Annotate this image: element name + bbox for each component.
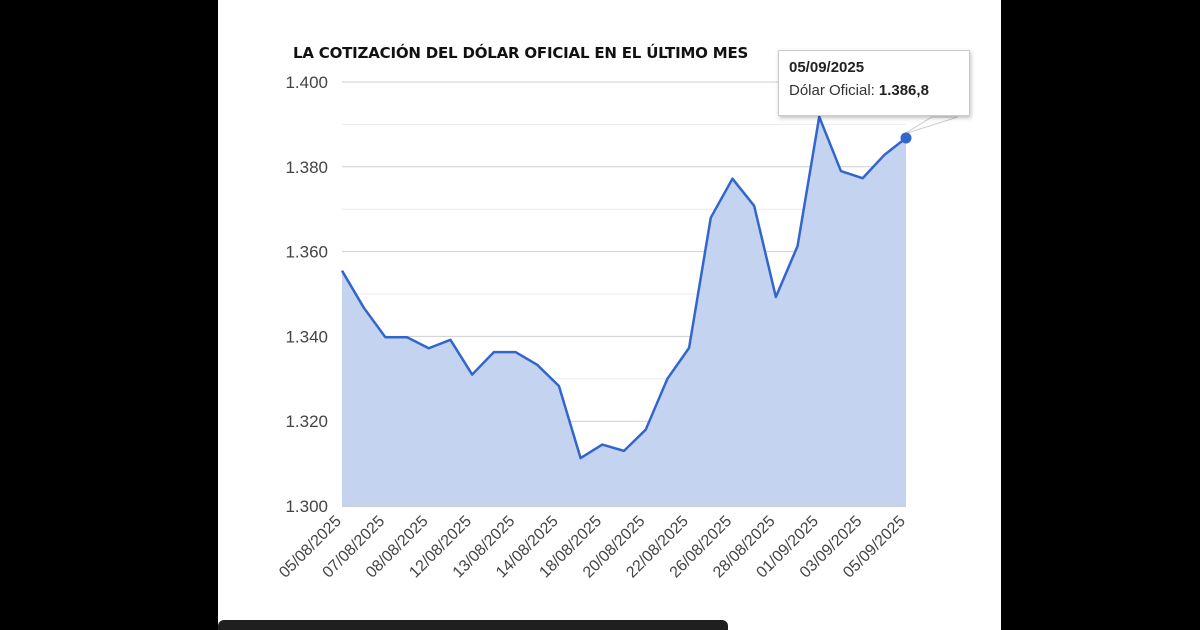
data-point[interactable] — [533, 361, 541, 369]
tooltip-pointer — [903, 116, 959, 135]
highlighted-point[interactable] — [900, 132, 912, 144]
chart-title: LA COTIZACIÓN DEL DÓLAR OFICIAL EN EL ÚL… — [293, 44, 749, 62]
highlight-marker-layer — [900, 116, 959, 144]
data-point[interactable] — [728, 175, 736, 183]
data-point[interactable] — [555, 382, 563, 390]
tooltip-row: Dólar Oficial: 1.386,8 — [789, 82, 959, 99]
data-point[interactable] — [490, 348, 498, 356]
y-tick-label: 1.380 — [285, 158, 328, 177]
data-point[interactable] — [425, 344, 433, 352]
data-point[interactable] — [446, 336, 454, 344]
bottom-overlay-bar — [218, 620, 728, 630]
data-point[interactable] — [685, 344, 693, 352]
data-point[interactable] — [859, 174, 867, 182]
series-line-dolar-oficial — [340, 115, 907, 460]
data-point[interactable] — [837, 167, 845, 175]
y-tick-label: 1.400 — [285, 73, 328, 92]
y-tick-label: 1.320 — [285, 412, 328, 431]
y-tick-label: 1.360 — [285, 243, 328, 262]
y-tick-label: 1.340 — [285, 327, 328, 346]
data-point[interactable] — [512, 348, 520, 356]
data-point[interactable] — [598, 441, 606, 449]
data-point[interactable] — [707, 214, 715, 222]
data-point[interactable] — [468, 371, 476, 379]
data-point[interactable] — [338, 267, 346, 275]
data-point[interactable] — [620, 447, 628, 455]
data-point[interactable] — [880, 151, 888, 159]
series-line-layer — [338, 115, 907, 462]
data-point[interactable] — [642, 426, 650, 434]
area-fill-layer — [342, 116, 906, 506]
y-axis-ticks: 1.300 1.320 1.340 1.360 1.380 1.400 — [285, 73, 328, 516]
tooltip-value: 1.386,8 — [878, 82, 929, 99]
data-point[interactable] — [577, 454, 585, 462]
x-axis-ticks: 05/08/202507/08/202508/08/202512/08/2025… — [276, 513, 909, 582]
tooltip-date: 05/09/2025 — [789, 59, 865, 76]
data-point[interactable] — [750, 202, 758, 210]
data-point[interactable] — [403, 333, 411, 341]
data-tooltip: 05/09/2025 Dólar Oficial: 1.386,8 — [778, 50, 970, 116]
data-point[interactable] — [663, 375, 671, 383]
data-point[interactable] — [794, 242, 802, 250]
data-point[interactable] — [360, 304, 368, 312]
y-tick-label: 1.300 — [285, 497, 328, 516]
tooltip-series-label: Dólar Oficial: — [789, 82, 875, 99]
data-point[interactable] — [772, 293, 780, 301]
data-point[interactable] — [381, 333, 389, 341]
series-area — [342, 116, 906, 506]
